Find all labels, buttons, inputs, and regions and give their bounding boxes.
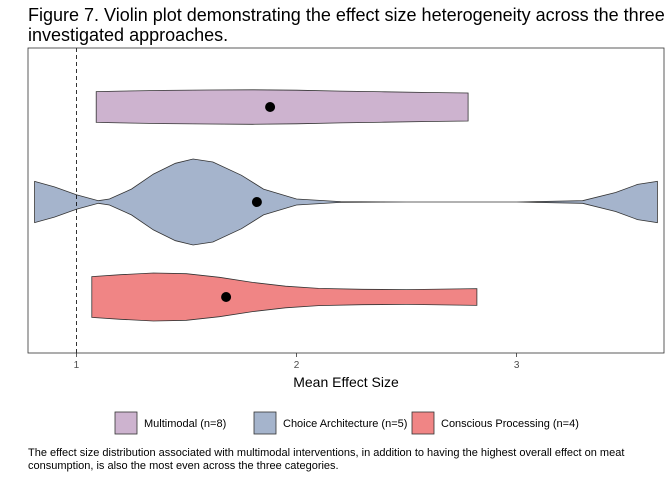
violin-2 bbox=[91, 272, 478, 322]
legend-key-1 bbox=[253, 411, 277, 435]
legend-key-0 bbox=[114, 411, 138, 435]
legend-label-0: Multimodal (n=8) bbox=[144, 418, 226, 430]
mean-point-0 bbox=[265, 102, 276, 112]
mean-point-1 bbox=[251, 197, 262, 207]
means-layer bbox=[221, 102, 276, 302]
x-tick-label: 1 bbox=[74, 360, 80, 371]
legend-label-2: Conscious Processing (n=4) bbox=[441, 418, 579, 430]
x-tick-label: 2 bbox=[294, 360, 300, 371]
x-axis-title: Mean Effect Size bbox=[293, 374, 399, 390]
violins-layer bbox=[34, 89, 658, 322]
x-tick-label: 3 bbox=[514, 360, 520, 371]
x-axis-ticks: 1 2 3 bbox=[74, 353, 520, 371]
violin-1 bbox=[34, 158, 658, 246]
figure-title: Figure 7. Violin plot demonstrating the … bbox=[28, 5, 665, 45]
legend-key-2 bbox=[411, 411, 435, 435]
legend: Multimodal (n=8) Choice Architecture (n=5… bbox=[114, 411, 579, 435]
mean-point-2 bbox=[221, 292, 232, 302]
violin-0 bbox=[95, 89, 469, 125]
legend-label-1: Choice Architecture (n=5) bbox=[283, 418, 407, 430]
figure-caption: The effect size distribution associated … bbox=[28, 447, 625, 472]
plot-border bbox=[27, 47, 665, 354]
